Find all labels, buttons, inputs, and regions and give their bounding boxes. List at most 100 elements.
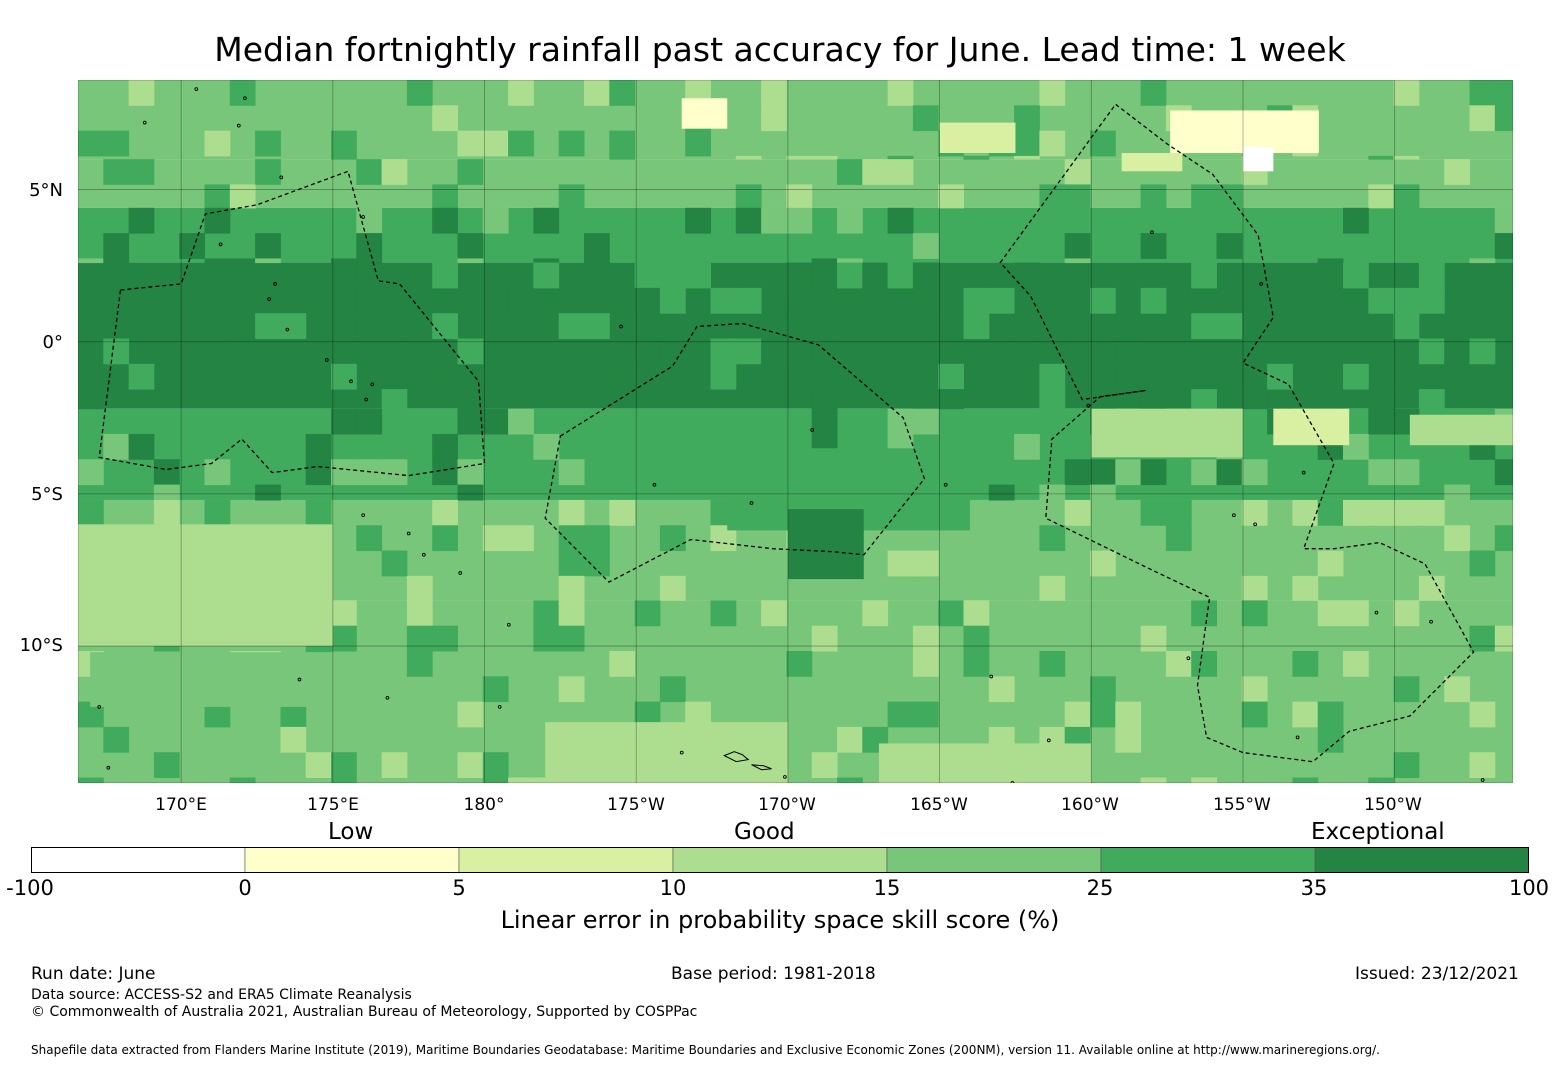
skill-cell bbox=[1014, 262, 1040, 289]
island bbox=[679, 750, 684, 755]
skill-cell bbox=[584, 80, 610, 106]
skill-cell bbox=[381, 752, 408, 779]
skill-cell bbox=[584, 525, 610, 552]
eez-boundary-phoenix bbox=[544, 322, 926, 583]
skill-cell bbox=[659, 262, 686, 289]
skill-cell bbox=[1039, 184, 1066, 209]
skill-cell bbox=[1368, 184, 1395, 209]
lon-tick-170w: 170°W bbox=[758, 795, 816, 815]
island bbox=[1253, 522, 1257, 527]
skill-cell bbox=[153, 499, 180, 526]
skill-cell bbox=[508, 525, 534, 552]
skill-cell bbox=[78, 499, 104, 526]
skill-cell bbox=[1064, 287, 1091, 314]
skill-cell bbox=[356, 159, 383, 185]
skill-cell bbox=[1317, 499, 1344, 526]
skill-cell bbox=[432, 184, 458, 209]
skill-cell bbox=[128, 159, 155, 185]
island bbox=[1429, 619, 1433, 624]
skill-cell bbox=[837, 207, 863, 234]
skill-patch-4 bbox=[1121, 153, 1183, 172]
skill-cell bbox=[153, 484, 180, 501]
skill-cell bbox=[558, 575, 585, 601]
skill-cell bbox=[811, 389, 838, 410]
skill-cell bbox=[508, 777, 534, 784]
skill-cell bbox=[1393, 287, 1420, 314]
colorbar-segment-2 bbox=[458, 847, 674, 873]
skill-patch-3 bbox=[939, 122, 1016, 154]
island bbox=[1232, 513, 1236, 518]
skill-cell bbox=[204, 184, 231, 209]
island-samoa bbox=[751, 764, 772, 771]
base-period: Base period: 1981-2018 bbox=[671, 964, 876, 984]
skill-cell bbox=[255, 313, 281, 339]
skill-cell bbox=[482, 130, 509, 157]
skill-cell bbox=[786, 651, 813, 677]
skill-cell bbox=[811, 155, 838, 160]
skill-cell bbox=[255, 233, 281, 259]
island-samoa bbox=[722, 751, 750, 763]
skill-cell bbox=[356, 525, 383, 552]
colorbar-tick-100: 100 bbox=[1508, 876, 1550, 900]
skill-cell bbox=[1494, 233, 1521, 259]
skill-cell bbox=[533, 625, 560, 652]
skill-cell bbox=[1343, 600, 1369, 627]
skill-cell bbox=[811, 625, 838, 652]
colorbar-segment-3 bbox=[672, 847, 888, 873]
skill-cell bbox=[179, 233, 205, 259]
skill-cell bbox=[786, 184, 813, 209]
skill-cell bbox=[1368, 155, 1395, 160]
skill-cell bbox=[128, 80, 155, 106]
skill-cell bbox=[1090, 550, 1116, 577]
skill-cell bbox=[229, 184, 256, 209]
skill-cell bbox=[1140, 233, 1167, 259]
skill-cell bbox=[1039, 525, 1066, 552]
lon-tick-170e: 170°E bbox=[155, 795, 207, 815]
lon-tick-160w: 160°W bbox=[1061, 795, 1119, 815]
skill-cell bbox=[761, 207, 787, 234]
island bbox=[106, 765, 111, 770]
skill-cell bbox=[837, 258, 863, 264]
skill-cell bbox=[1292, 499, 1319, 526]
skill-cell bbox=[1014, 105, 1040, 132]
skill-cell bbox=[1064, 258, 1091, 264]
skill-cell bbox=[912, 389, 939, 410]
skill-cell bbox=[229, 777, 256, 784]
skill-cell bbox=[1039, 484, 1066, 501]
skill-cell bbox=[609, 80, 636, 106]
skill-cell bbox=[710, 287, 737, 314]
skill-patch-7 bbox=[78, 524, 333, 647]
skill-cell bbox=[659, 287, 686, 314]
skill-patch-5 bbox=[1273, 408, 1350, 446]
skill-cell bbox=[1064, 184, 1091, 209]
island bbox=[749, 501, 754, 505]
skill-cell bbox=[558, 525, 585, 552]
skill-cell bbox=[963, 600, 990, 627]
skill-cell bbox=[1216, 363, 1243, 390]
skill-cell bbox=[1064, 159, 1091, 185]
skill-cell bbox=[558, 676, 585, 703]
skill-cell bbox=[1064, 499, 1091, 526]
map-frame bbox=[78, 80, 1513, 783]
skill-cell bbox=[1343, 651, 1369, 677]
skill-cell bbox=[584, 313, 610, 339]
skill-cell bbox=[1216, 459, 1243, 486]
skill-cell bbox=[735, 287, 762, 314]
island bbox=[1374, 610, 1379, 615]
island bbox=[1480, 778, 1485, 782]
skill-cell bbox=[356, 262, 383, 289]
skill-patch-0 bbox=[681, 98, 728, 129]
skill-cell bbox=[533, 433, 560, 460]
skill-cell bbox=[1393, 80, 1420, 106]
skill-patch-1 bbox=[1170, 110, 1319, 154]
skill-cell bbox=[558, 184, 585, 209]
skill-cell bbox=[229, 338, 256, 365]
skill-cell bbox=[1343, 363, 1369, 390]
skill-cell bbox=[1368, 459, 1395, 486]
skill-cell bbox=[912, 408, 939, 435]
skill-cell bbox=[1140, 80, 1167, 106]
skill-cell bbox=[912, 625, 939, 652]
island bbox=[458, 571, 463, 575]
skill-cell bbox=[381, 550, 408, 577]
skill-cell bbox=[1494, 625, 1521, 652]
